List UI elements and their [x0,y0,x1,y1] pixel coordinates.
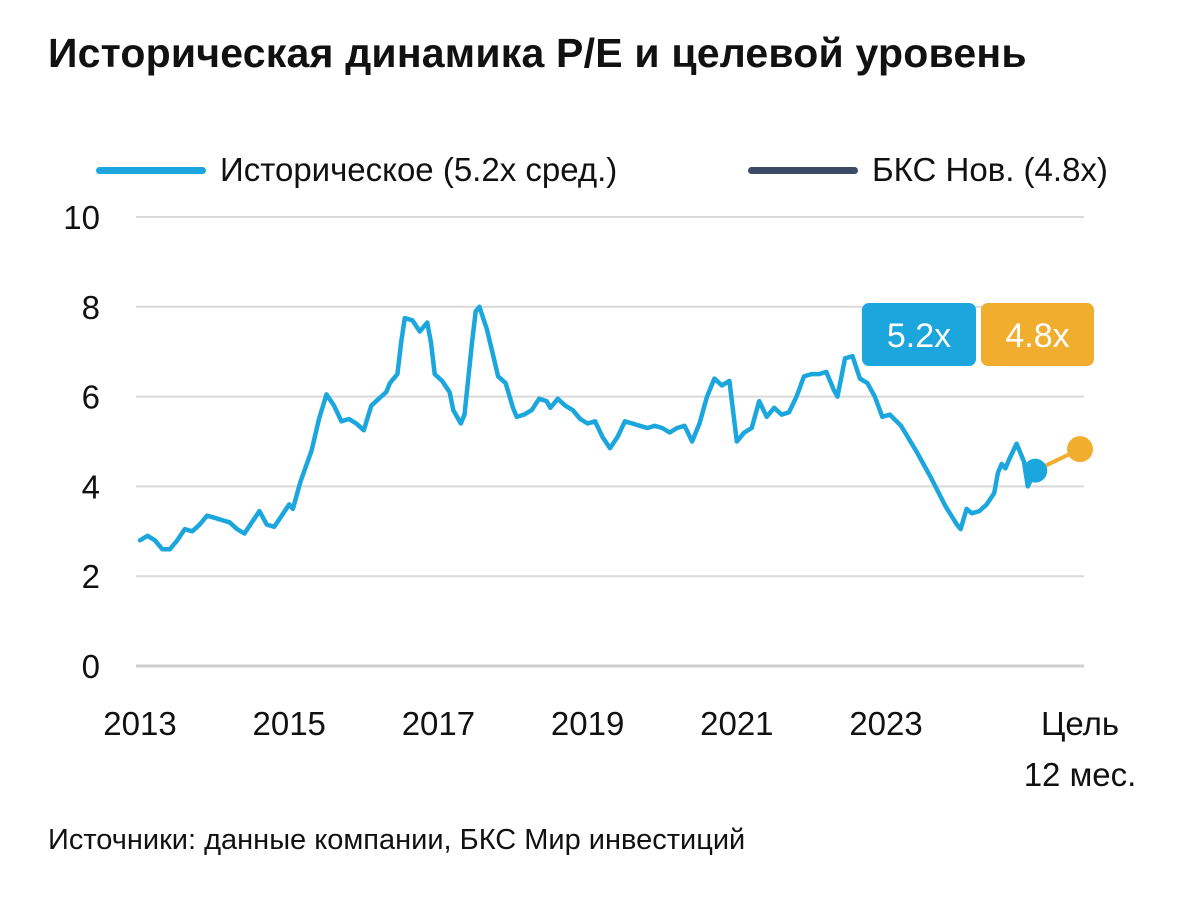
x-tick-label-target-sub: 12 мес. [1024,756,1137,793]
annotation-badge-1 [981,303,1094,366]
target-end-point [1067,436,1093,463]
legend-label-historical: Историческое (5.2x сред.) [220,151,618,188]
x-tick-label-target: Цель [1041,705,1119,742]
x-tick-label: 2013 [103,705,176,742]
x-tick-label: 2019 [551,705,624,742]
historical-end-point [1023,458,1048,483]
legend-label-bks: БКС Нов. (4.8x) [872,151,1108,188]
x-tick-label: 2021 [700,705,773,742]
legend-item-historical: Историческое (5.2x сред.) [96,148,617,192]
legend-item-bks: БКС Нов. (4.8x) [748,148,1108,192]
y-tick-label: 0 [82,648,100,685]
legend-swatch-bks [748,166,858,174]
y-tick-label: 2 [82,558,100,595]
historical-pe-line [137,304,1038,552]
x-tick-label: 2015 [252,705,325,742]
y-tick-label: 10 [63,199,100,236]
x-tick-label: 2023 [849,705,922,742]
x-tick-label: 2017 [402,705,475,742]
y-tick-label: 8 [82,289,100,326]
legend-swatch-historical [96,166,206,174]
y-tick-label: 4 [82,468,100,505]
chart-title: Историческая динамика P/E и целевой уров… [48,30,1027,76]
y-tick-label: 6 [82,379,100,416]
annotation-badge-0 [862,303,976,366]
annotation-label-0: 5.2x [887,317,951,355]
chart-source: Источники: данные компании, БКС Мир инве… [48,824,746,856]
annotation-label-1: 4.8x [1005,317,1069,355]
